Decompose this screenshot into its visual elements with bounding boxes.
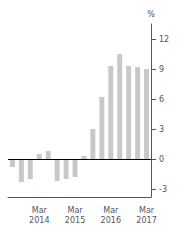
svg-text:2015: 2015 [65,216,85,225]
svg-text:2014: 2014 [29,216,49,225]
svg-text:6: 6 [159,95,164,104]
svg-text:2017: 2017 [136,216,156,225]
svg-text:-3: -3 [159,185,167,194]
svg-text:Mar: Mar [139,206,155,215]
svg-text:3: 3 [159,125,164,134]
svg-text:2016: 2016 [101,216,121,225]
svg-text:12: 12 [159,35,169,44]
svg-text:%: % [147,10,155,19]
svg-text:Mar: Mar [32,206,48,215]
svg-text:Mar: Mar [103,206,119,215]
svg-text:0: 0 [159,155,164,164]
svg-text:9: 9 [159,65,164,74]
svg-text:Mar: Mar [67,206,83,215]
